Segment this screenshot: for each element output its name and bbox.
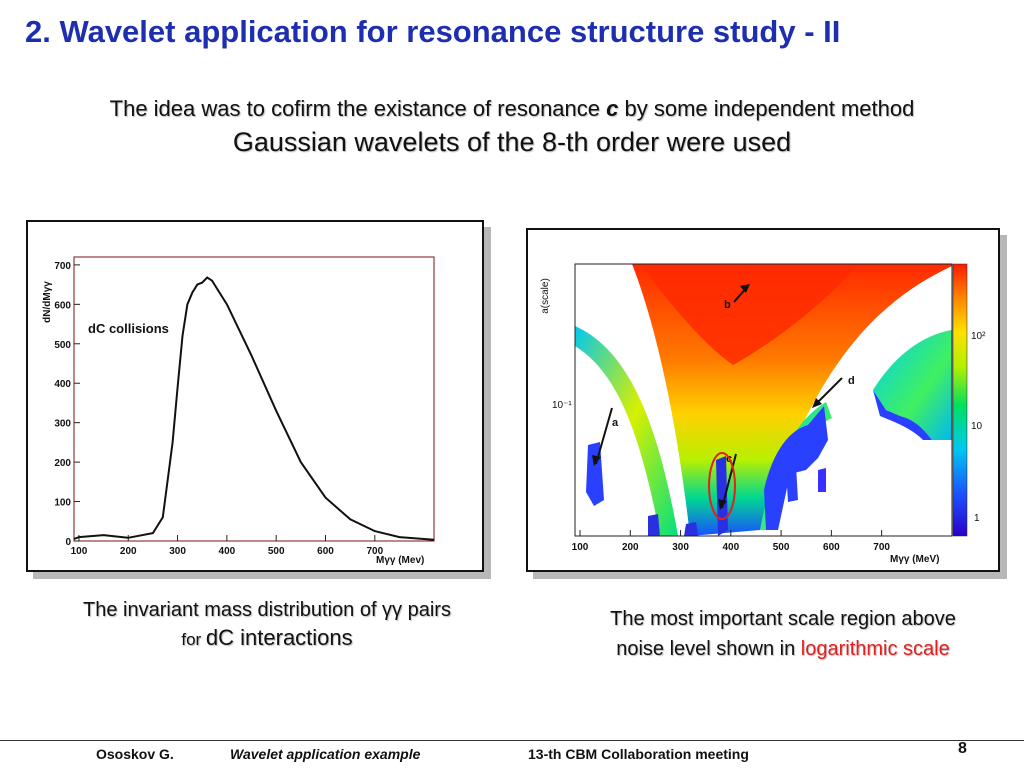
right-y-label: a(scale) bbox=[540, 278, 551, 314]
arrow-label-d: d bbox=[848, 375, 855, 387]
colorbar-tick-10: 10 bbox=[971, 421, 983, 432]
left-caption-line2: for dC interactions bbox=[30, 624, 504, 654]
left-caption-for: for bbox=[181, 630, 206, 649]
right-plot-panel: 10² 10 1 100 200 300 400 500 600 700 a(scale) … bbox=[526, 228, 1000, 572]
arrow-b bbox=[733, 284, 750, 303]
footer-author: Ososkov G. bbox=[96, 746, 174, 762]
arrow-label-b: b bbox=[724, 299, 731, 311]
right-x-tick-label: 700 bbox=[873, 542, 890, 553]
subtitle-resonance: c bbox=[606, 96, 619, 121]
right-x-tick-label: 100 bbox=[572, 542, 589, 553]
top-right-region bbox=[873, 330, 952, 440]
bottom-patches bbox=[648, 514, 698, 536]
blue-patch-small2 bbox=[818, 468, 826, 492]
right-y-tick: 10⁻¹ bbox=[552, 400, 572, 411]
left-y-tick-label: 200 bbox=[54, 458, 71, 469]
logarithmic-scale-highlight: logarithmic scale bbox=[800, 638, 950, 660]
page-number: 8 bbox=[958, 740, 967, 757]
slide-title: 2. Wavelet application for resonance str… bbox=[25, 14, 841, 49]
blue-patch-c bbox=[716, 456, 728, 536]
footer-divider bbox=[0, 740, 1024, 741]
left-caption: The invariant mass distribution of γγ pa… bbox=[30, 596, 504, 654]
subtitle-part1: The idea was to cofirm the existance of … bbox=[109, 96, 607, 121]
right-x-tick-label: 400 bbox=[722, 542, 739, 553]
left-x-tick-label: 200 bbox=[120, 546, 137, 557]
left-x-tick-label: 100 bbox=[71, 546, 88, 557]
right-caption-prefix: noise level shown in bbox=[616, 638, 801, 660]
blue-patch-small1 bbox=[786, 466, 798, 502]
left-x-tick-label: 400 bbox=[219, 546, 236, 557]
right-x-tick-label: 200 bbox=[622, 542, 639, 553]
left-x-label: Mγγ (Mev) bbox=[376, 555, 424, 566]
left-x-tick-label: 600 bbox=[317, 546, 334, 557]
right-x-tick-label: 300 bbox=[672, 542, 689, 553]
left-y-tick-label: 500 bbox=[54, 340, 71, 351]
left-x-tick-label: 500 bbox=[268, 546, 285, 557]
right-x-label: Mγγ (MeV) bbox=[890, 554, 939, 565]
left-y-tick-label: 300 bbox=[54, 419, 71, 430]
colorbar-tick-1: 1 bbox=[974, 513, 980, 524]
left-caption-line1: The invariant mass distribution of γγ pa… bbox=[83, 599, 451, 621]
footer-topic: Wavelet application example bbox=[230, 746, 421, 762]
left-x-tick-label: 300 bbox=[169, 546, 186, 557]
arrow-c bbox=[718, 453, 737, 510]
colorbar-tick-100: 10² bbox=[971, 331, 986, 342]
arrow-label-a: a bbox=[612, 417, 619, 429]
left-y-tick-label: 700 bbox=[54, 261, 71, 272]
wavelet-scale-chart: 10² 10 1 100 200 300 400 500 600 700 a(scale) … bbox=[540, 263, 986, 565]
left-band bbox=[575, 326, 678, 536]
left-x-tick-label: 700 bbox=[366, 546, 383, 557]
right-x-tick-label: 600 bbox=[823, 542, 840, 553]
left-y-label: dN/dMγγ bbox=[42, 281, 53, 323]
right-caption-line2: noise level shown in logarithmic scale bbox=[548, 634, 1018, 664]
arrow-a bbox=[592, 407, 613, 466]
distribution-curve bbox=[73, 276, 435, 541]
resonance-c-highlight bbox=[708, 452, 736, 520]
left-caption-dc: dC interactions bbox=[205, 625, 353, 650]
footer-meeting: 13-th CBM Collaboration meeting bbox=[528, 746, 749, 762]
central-red-core bbox=[640, 264, 858, 365]
right-caption-line1: The most important scale region above bbox=[610, 608, 956, 630]
top-right-blue-edge bbox=[873, 390, 932, 440]
left-y-tick-label: 0 bbox=[65, 537, 71, 548]
right-x-tick-label: 500 bbox=[773, 542, 790, 553]
arrow-d bbox=[812, 377, 843, 408]
right-caption: The most important scale region above no… bbox=[548, 604, 1018, 664]
left-y-tick-label: 600 bbox=[54, 300, 71, 311]
subtitle-wavelets: Gaussian wavelets of the 8-th order were… bbox=[232, 127, 792, 157]
dc-collisions-label: dC collisions bbox=[88, 321, 169, 336]
left-y-tick-label: 100 bbox=[54, 498, 71, 509]
left-y-tick-label: 400 bbox=[54, 379, 71, 390]
left-plot-panel: 0 100 200 300 400 500 600 700 100 200 300 400 500 600… bbox=[26, 220, 484, 572]
colorbar bbox=[952, 263, 968, 537]
subtitle-part2: by some independent method bbox=[618, 96, 915, 121]
subtitle-line: The idea was to cofirm the existance of … bbox=[0, 96, 1024, 122]
